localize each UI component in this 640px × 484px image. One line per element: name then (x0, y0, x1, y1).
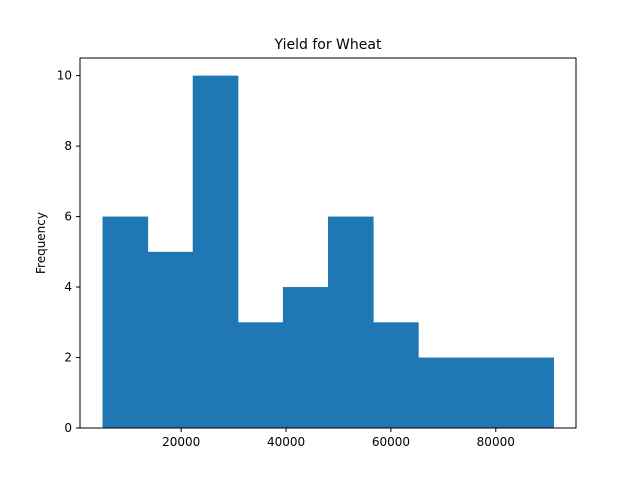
y-axis-ticks: 0 2 4 6 8 10 (57, 69, 80, 435)
histogram-bar (418, 357, 464, 428)
plot-area-frame (79, 57, 577, 429)
histogram-bar (192, 75, 239, 428)
histogram-bar (237, 322, 284, 428)
histogram-bar (373, 322, 419, 428)
histogram-bar (147, 251, 194, 428)
y-tick-label: 8 (64, 139, 72, 153)
x-tick-label: 80000 (477, 435, 515, 449)
histogram-bar (282, 287, 329, 428)
x-tick-label: 20000 (162, 435, 200, 449)
histogram-bar (508, 357, 554, 428)
y-tick-label: 6 (64, 210, 72, 224)
histogram-bar (328, 216, 374, 428)
y-tick-label: 10 (57, 69, 72, 83)
histogram-bar (463, 357, 509, 428)
x-tick-label: 60000 (372, 435, 410, 449)
bars-layer (102, 75, 554, 428)
y-tick-label: 4 (64, 280, 72, 294)
x-tick-label: 40000 (267, 435, 305, 449)
histogram-bar (102, 216, 149, 428)
chart-title: Yield for Wheat (274, 37, 382, 53)
x-axis-ticks: 20000 40000 60000 80000 (162, 428, 515, 449)
y-axis-label: Frequency (34, 212, 48, 274)
y-tick-label: 0 (64, 421, 72, 435)
y-tick-label: 2 (64, 351, 72, 365)
